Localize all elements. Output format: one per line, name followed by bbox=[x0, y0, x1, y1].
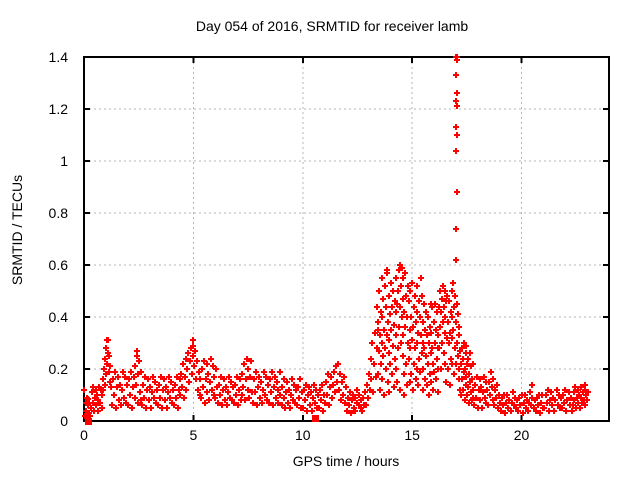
chart-title: Day 054 of 2016, SRMTID for receiver lam… bbox=[195, 18, 469, 34]
y-tick-label: 0 bbox=[60, 413, 68, 429]
y-tick-label: 1.4 bbox=[48, 49, 68, 65]
x-tick-label: 15 bbox=[404, 427, 420, 443]
y-tick-label: 1.2 bbox=[48, 101, 68, 117]
zero-cluster-marker bbox=[312, 415, 319, 422]
x-tick-label: 20 bbox=[513, 427, 530, 443]
y-tick-label: 0.4 bbox=[48, 309, 68, 325]
data-points bbox=[81, 54, 591, 420]
plot-border bbox=[83, 56, 610, 422]
y-axis-label: SRMTID / TECUs bbox=[9, 174, 25, 286]
x-tick-label: 10 bbox=[294, 427, 311, 443]
y-tick-label: 0.8 bbox=[48, 205, 68, 221]
x-tick-label: 5 bbox=[189, 427, 198, 443]
zero-cluster-marker bbox=[85, 418, 92, 425]
y-tick-label: 1 bbox=[60, 153, 68, 169]
x-tick-label: 0 bbox=[80, 427, 88, 443]
tick-marks bbox=[83, 56, 609, 422]
x-axis-label: GPS time / hours bbox=[292, 453, 400, 469]
y-tick-label: 0.6 bbox=[48, 257, 68, 273]
grid-lines bbox=[84, 57, 609, 421]
y-tick-label: 0.2 bbox=[48, 361, 68, 377]
